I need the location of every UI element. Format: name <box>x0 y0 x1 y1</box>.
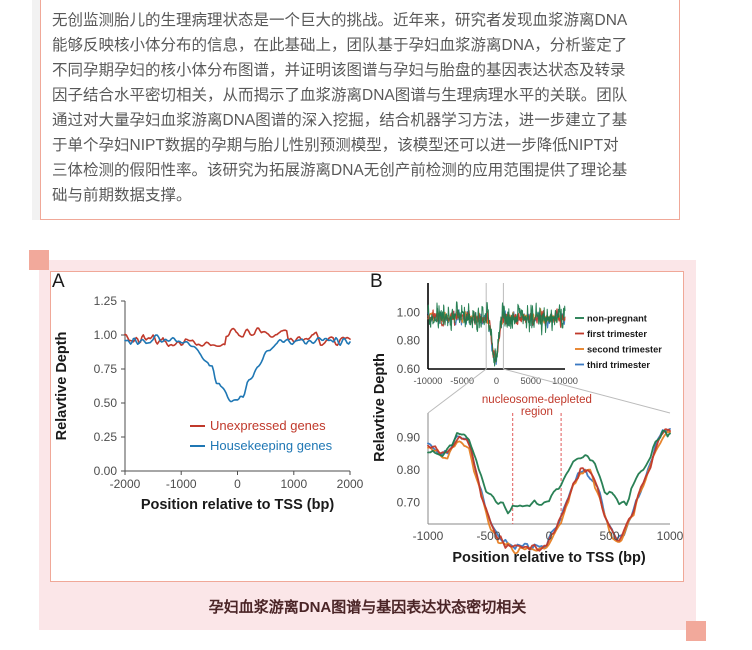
svg-text:Relavtive Depth: Relavtive Depth <box>372 353 388 462</box>
svg-text:0.80: 0.80 <box>397 334 421 348</box>
svg-text:Position relative to TSS (bp): Position relative to TSS (bp) <box>452 550 646 566</box>
svg-text:-1000: -1000 <box>413 529 444 543</box>
svg-text:Housekeeping genes: Housekeeping genes <box>210 438 333 453</box>
svg-text:1.00: 1.00 <box>94 328 118 342</box>
svg-text:0.00: 0.00 <box>94 464 118 478</box>
svg-text:500: 500 <box>599 529 619 543</box>
svg-text:Position relative to TSS (bp): Position relative to TSS (bp) <box>141 497 335 513</box>
svg-text:2000: 2000 <box>337 477 364 491</box>
svg-text:10000: 10000 <box>552 376 578 386</box>
svg-text:Relavtive Depth: Relavtive Depth <box>54 332 70 441</box>
svg-text:-2000: -2000 <box>110 477 141 491</box>
svg-text:0.25: 0.25 <box>94 430 118 444</box>
svg-text:0.80: 0.80 <box>397 463 421 477</box>
svg-text:-1000: -1000 <box>166 477 197 491</box>
svg-text:0.90: 0.90 <box>397 430 421 444</box>
svg-text:1000: 1000 <box>280 477 307 491</box>
svg-text:1.25: 1.25 <box>94 294 118 308</box>
svg-text:A: A <box>52 271 65 292</box>
svg-text:5000: 5000 <box>520 376 541 386</box>
svg-text:0.70: 0.70 <box>397 496 421 510</box>
svg-text:non-pregnant: non-pregnant <box>587 313 647 323</box>
svg-text:nucleosome-depleted: nucleosome-depleted <box>482 394 592 406</box>
svg-text:1000: 1000 <box>657 529 684 543</box>
svg-text:-10000: -10000 <box>414 376 443 386</box>
svg-text:Unexpressed genes: Unexpressed genes <box>210 418 326 433</box>
svg-text:0.50: 0.50 <box>94 396 118 410</box>
svg-text:second trimester: second trimester <box>587 344 662 354</box>
svg-text:B: B <box>370 271 383 292</box>
svg-text:third trimester: third trimester <box>587 360 650 370</box>
svg-text:0.75: 0.75 <box>94 362 118 376</box>
svg-text:first trimester: first trimester <box>587 329 647 339</box>
svg-text:0.60: 0.60 <box>397 362 421 376</box>
svg-text:-500: -500 <box>476 529 500 543</box>
svg-text:region: region <box>521 406 553 418</box>
svg-text:0: 0 <box>494 376 499 386</box>
svg-text:0: 0 <box>546 529 553 543</box>
svg-text:0: 0 <box>234 477 241 491</box>
svg-text:1.00: 1.00 <box>397 305 421 319</box>
